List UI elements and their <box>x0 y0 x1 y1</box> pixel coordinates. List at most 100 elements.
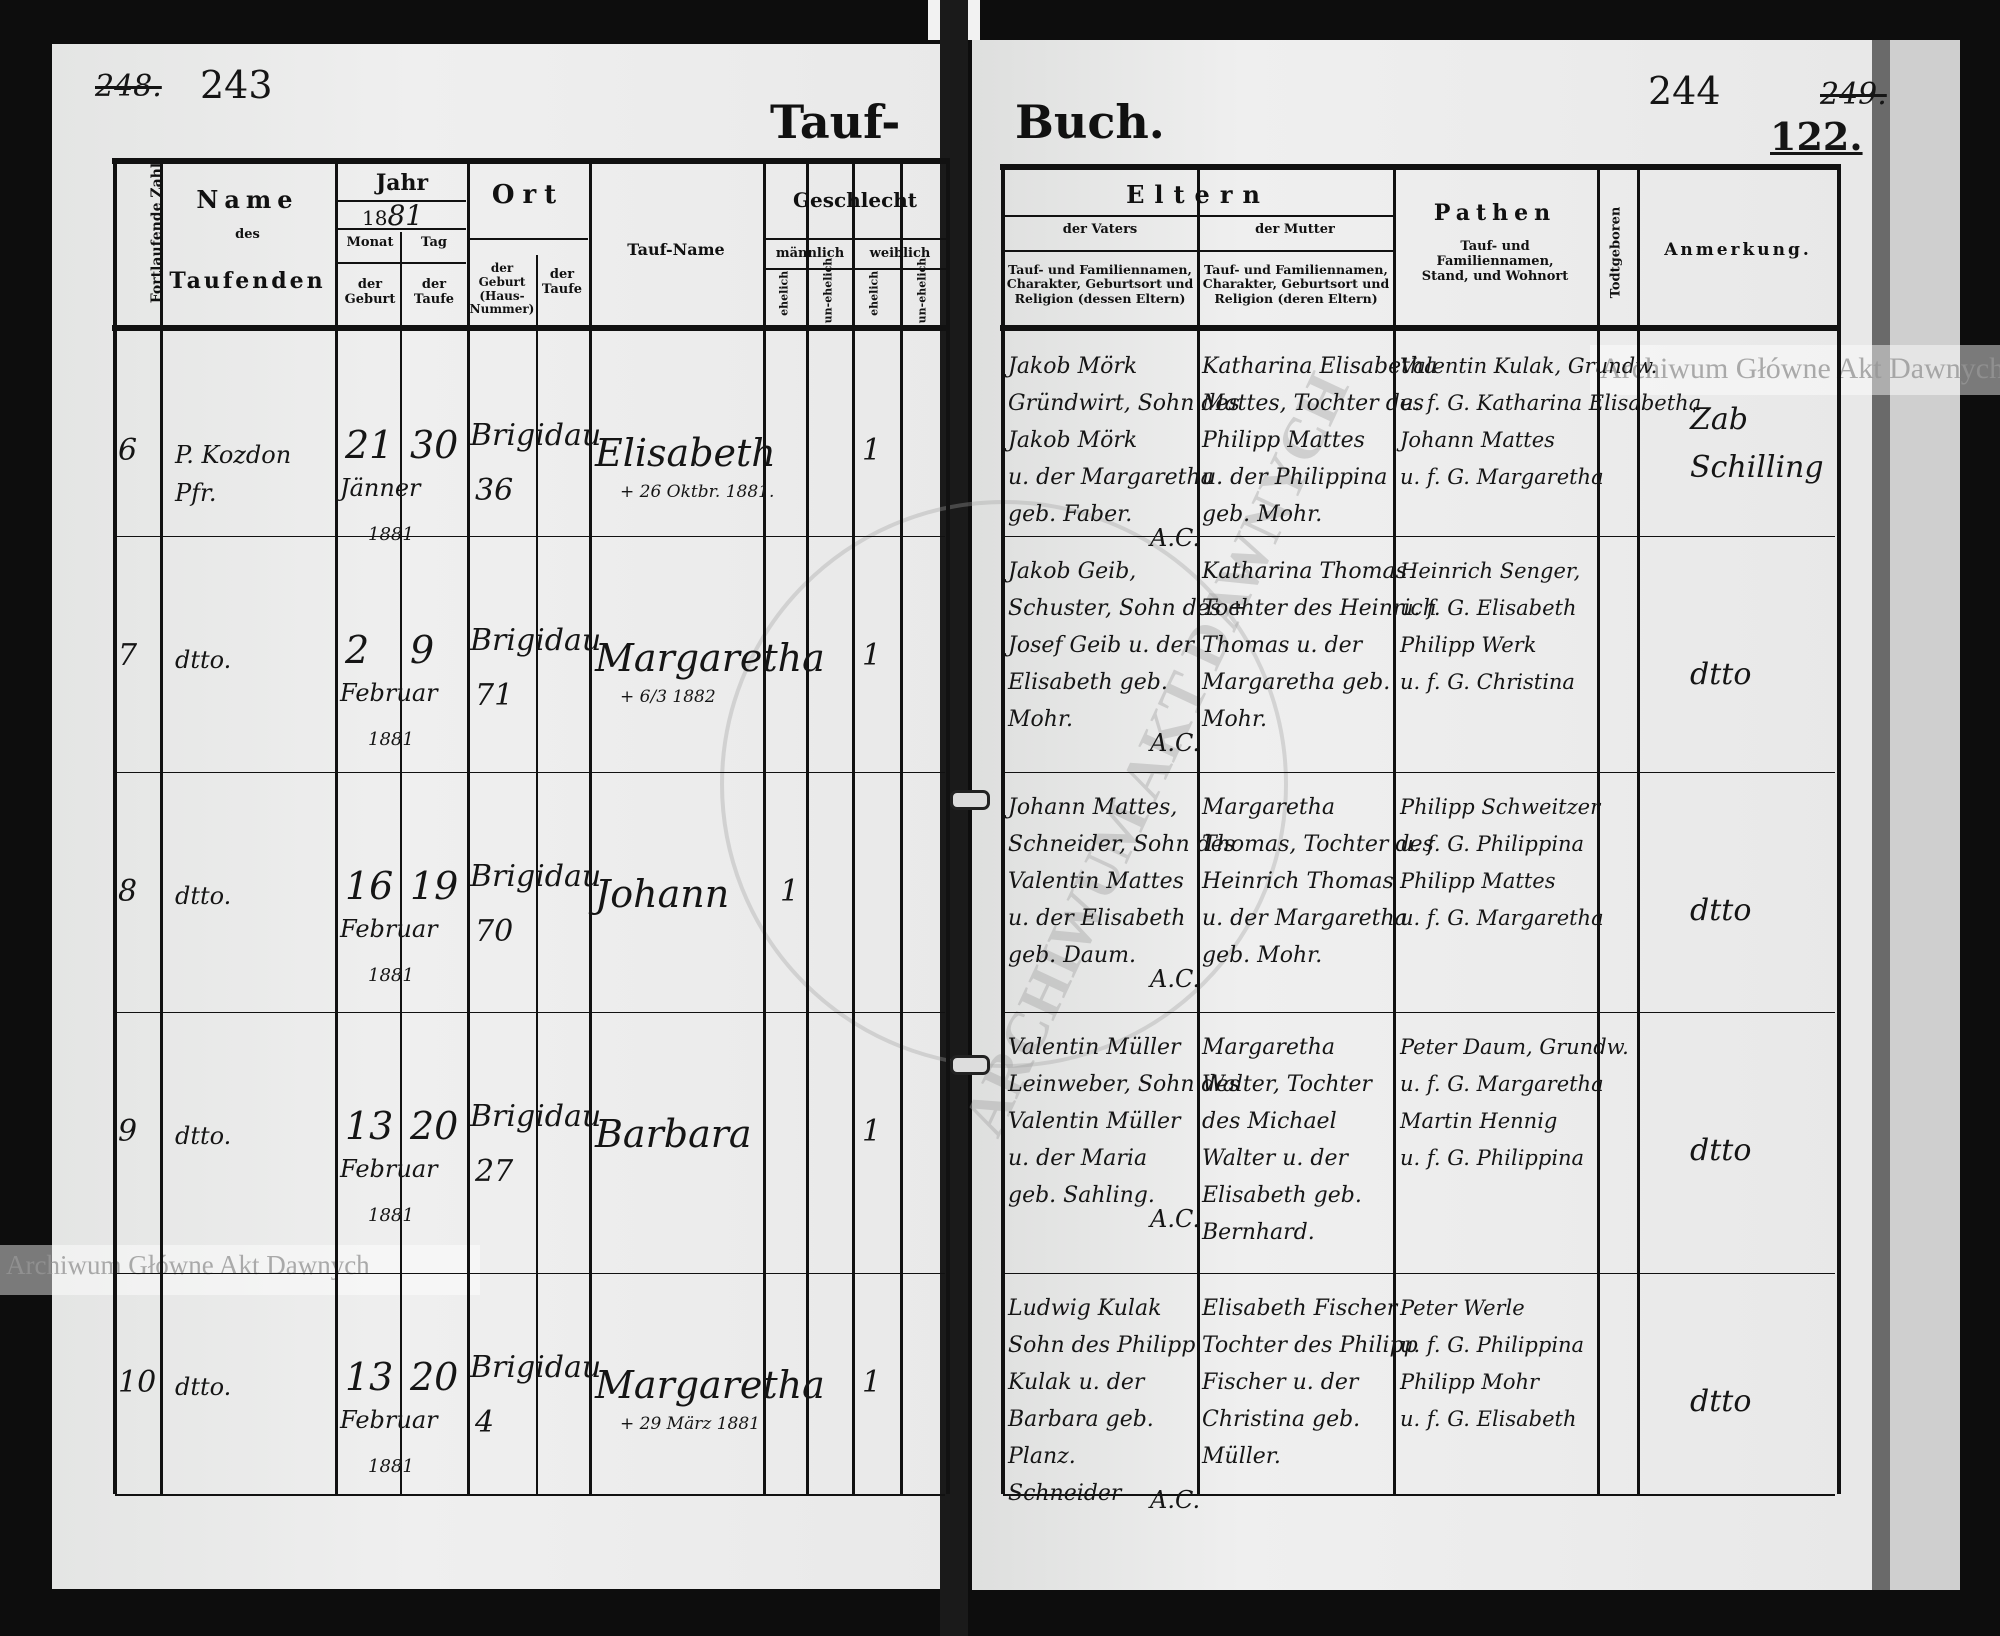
officiant: dtto. <box>175 882 232 910</box>
father-info-line: Elisabeth geb. <box>1008 670 1168 695</box>
father-info-line: Gründwirt, Sohn des <box>1008 391 1240 416</box>
page-edge <box>1872 40 1890 1590</box>
column-rule <box>852 158 855 1494</box>
header-todtgeboren: Todtgeboren <box>1608 206 1624 299</box>
year-note: 1881 <box>368 729 414 750</box>
godparents-line: Philipp Werk <box>1400 633 1537 657</box>
remark: dtto <box>1690 657 1752 692</box>
father-info-line: Schneider, Sohn des <box>1008 832 1236 857</box>
father-info-line: Mohr. <box>1008 707 1074 732</box>
baptism-day: 19 <box>410 864 459 908</box>
column-rule <box>400 232 402 1494</box>
religion-note: A.C. <box>1150 524 1201 552</box>
table-rule <box>1003 1494 1835 1496</box>
father-info-line: Josef Geib u. der <box>1008 633 1194 658</box>
mother-info-line: Margaretha <box>1202 1035 1336 1060</box>
row-divider <box>1003 536 1835 537</box>
header-maennlich: männlich <box>775 246 845 261</box>
mother-info-line: Heinrich Thomas <box>1202 869 1394 894</box>
officiant: dtto. <box>175 646 232 674</box>
watermark-text-top: Archiwum Główne Akt Dawnych <box>1600 352 2000 385</box>
sex-legitimacy-mark: 1 <box>862 1365 882 1400</box>
mother-info-line: Thomas u. der <box>1202 633 1363 658</box>
godparents-line: Heinrich Senger, <box>1400 559 1581 583</box>
godparents-line: u. f. G. Philippina <box>1400 1333 1585 1357</box>
header-unehelich-w: un-ehelich <box>915 257 929 324</box>
father-info-line: geb. Faber. <box>1008 502 1133 527</box>
mother-info-line: Katharina Elisabetha <box>1202 354 1438 379</box>
death-note: + 6/3 1882 <box>620 687 716 707</box>
mother-info-line: Walter u. der <box>1202 1146 1348 1171</box>
table-rule <box>115 1494 945 1496</box>
mother-info-line: Bernhard. <box>1202 1220 1315 1245</box>
column-rule <box>1837 164 1841 1494</box>
header-ehelich-w: ehelich <box>867 270 881 316</box>
header-name-taufenden: Taufenden <box>169 268 326 294</box>
birth-day: 13 <box>345 1104 394 1148</box>
header-ort-geburt: der Geburt (Haus-Nummer) <box>469 261 535 317</box>
place: Brigidau <box>470 418 602 453</box>
officiant: dtto. <box>175 1122 232 1150</box>
struck-page-number-right: 249. <box>1820 77 1887 112</box>
mother-info-line: Elisabeth Fischer <box>1202 1296 1398 1321</box>
birth-month: Februar <box>340 679 438 707</box>
baptismal-name: Margaretha <box>595 1363 825 1407</box>
godparents-line: u. f. G. Christina <box>1400 670 1575 694</box>
remark: dtto <box>1690 1384 1752 1419</box>
godparents-line: Martin Hennig <box>1400 1109 1558 1133</box>
remark: Zab Schilling <box>1690 402 1824 485</box>
godparents-line: Philipp Mohr <box>1400 1370 1540 1394</box>
godparents-line: Peter Daum, Grundw. <box>1400 1035 1629 1059</box>
row-divider <box>115 1012 945 1013</box>
page-number-left: 243 <box>200 63 273 107</box>
mother-info-line: Philipp Mattes <box>1202 428 1365 453</box>
father-info-line: Valentin Müller <box>1008 1109 1181 1134</box>
column-rule <box>589 158 592 1494</box>
birth-month: Jänner <box>340 474 421 502</box>
godparents-line: u. f. G. Margaretha <box>1400 906 1604 930</box>
mother-info-line: Elisabeth geb. <box>1202 1183 1362 1208</box>
mother-info-line: Walter, Tochter <box>1202 1072 1372 1097</box>
sex-legitimacy-mark: 1 <box>862 638 882 673</box>
baptismal-name: Margaretha <box>595 636 825 680</box>
godparents-line: Peter Werle <box>1400 1296 1525 1320</box>
father-info-line: Johann Mattes, <box>1008 795 1178 820</box>
column-rule <box>335 158 338 1494</box>
entry-number: 10 <box>118 1365 157 1400</box>
column-rule <box>900 158 903 1494</box>
religion-note: A.C. <box>1150 965 1201 993</box>
column-rule <box>160 158 163 1494</box>
row-divider <box>1003 1273 1835 1274</box>
header-ehelich-m: ehelich <box>777 270 791 316</box>
binding-clip <box>950 1055 990 1075</box>
father-info-line: Planz. <box>1008 1444 1076 1469</box>
mother-info-line: Margaretha <box>1202 795 1336 820</box>
godparents-line: Philipp Mattes <box>1400 869 1556 893</box>
death-note: + 29 März 1881 <box>620 1414 760 1434</box>
table-top-border <box>1000 164 1838 170</box>
officiant: P. Kozdon Pfr. <box>175 441 292 508</box>
godparents-line: Valentin Kulak, Grundw. <box>1400 354 1658 378</box>
header-ort: Ort <box>491 180 565 210</box>
father-info-line: Valentin Mattes <box>1008 869 1184 894</box>
header-bottom-border <box>1000 325 1838 331</box>
birth-day: 21 <box>345 423 394 467</box>
birth-day: 2 <box>345 628 370 672</box>
page-number-right: 244 <box>1648 69 1721 113</box>
mother-info-line: Tochter des Heinrich <box>1202 596 1437 621</box>
baptism-day: 20 <box>410 1104 459 1148</box>
baptismal-name: Elisabeth <box>595 431 776 475</box>
header-pathen: Pathen <box>1433 200 1557 226</box>
header-name: Name <box>196 185 299 214</box>
entry-number: 6 <box>118 433 138 468</box>
binding-clip <box>950 790 990 810</box>
mother-info-line: Tochter des Philipp <box>1202 1333 1418 1358</box>
father-info-line: u. der Maria <box>1008 1146 1148 1171</box>
mother-info-line: Margaretha geb. <box>1202 670 1391 695</box>
godparents-line: u. f. G. Elisabeth <box>1400 1407 1577 1431</box>
father-info-line: Sohn des Philipp <box>1008 1333 1196 1358</box>
father-info-line: Barbara geb. <box>1008 1407 1154 1432</box>
row-divider <box>115 772 945 773</box>
place: Brigidau <box>470 859 602 894</box>
header-monat: Monat <box>346 235 394 250</box>
